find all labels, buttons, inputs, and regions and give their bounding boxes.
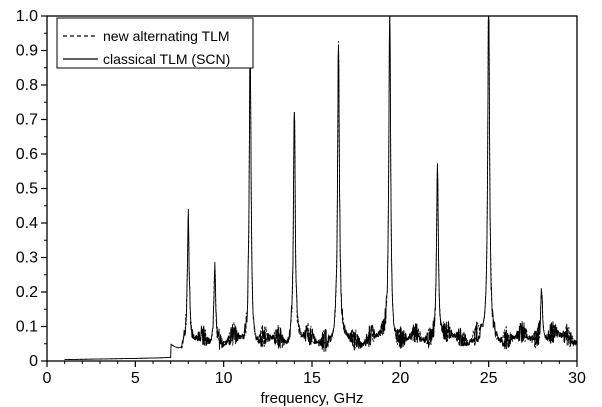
y-tick-label: 0 — [29, 353, 38, 370]
y-tick-label: 0.7 — [16, 112, 38, 129]
plot-area — [64, 15, 578, 361]
x-tick-label: 25 — [480, 370, 498, 387]
x-tick-label: 0 — [43, 370, 52, 387]
x-tick-label: 30 — [568, 370, 586, 387]
x-tick-label: 15 — [303, 370, 321, 387]
y-tick-label: 0.6 — [16, 146, 38, 163]
x-tick-label: 20 — [391, 370, 409, 387]
legend-label-new-alternating-tlm: new alternating TLM — [103, 28, 230, 44]
y-tick-label: 0.5 — [16, 181, 38, 198]
y-tick-label: 0.3 — [16, 250, 38, 267]
y-tick-label: 0.2 — [16, 284, 38, 301]
series-line-classical-tlm — [64, 15, 578, 361]
y-tick-label: 0.9 — [16, 43, 38, 60]
legend: new alternating TLM classical TLM (SCN) — [56, 17, 254, 69]
legend-label-classical-tlm: classical TLM (SCN) — [103, 51, 230, 67]
x-axis-title: frequency, GHz — [260, 390, 363, 407]
y-tick-label: 0.1 — [16, 319, 38, 336]
axes: 0 5 10 15 20 25 30 0 0.1 0.2 0.3 0.4 0.5 0.6 0.7 0.8 0.9… — [16, 8, 586, 387]
y-tick-label: 0.8 — [16, 77, 38, 94]
y-tick-label: 0.4 — [16, 215, 38, 232]
legend-box — [56, 17, 254, 69]
x-tick-label: 5 — [131, 370, 140, 387]
x-tick-label: 10 — [215, 370, 233, 387]
y-tick-label: 1.0 — [16, 8, 38, 25]
